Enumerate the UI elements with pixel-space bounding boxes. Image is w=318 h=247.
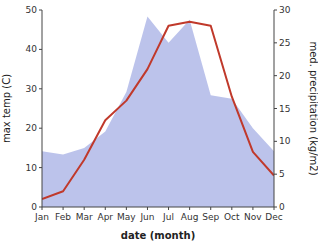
x-tick xyxy=(105,207,106,210)
y2-tick xyxy=(274,42,277,43)
y2-tick-label: 0 xyxy=(279,202,285,212)
x-tick xyxy=(84,207,85,210)
x-tick-label: Jun xyxy=(139,212,154,222)
x-tick-label: Sep xyxy=(202,212,219,222)
x-tick-label: Nov xyxy=(244,212,262,222)
x-tick xyxy=(147,207,148,210)
y-tick xyxy=(39,10,42,11)
y2-tick xyxy=(274,108,277,109)
x-tick xyxy=(126,207,127,210)
y-tick-label: 10 xyxy=(26,163,38,173)
x-tick-label: Dec xyxy=(265,212,282,222)
y2-tick xyxy=(274,141,277,142)
y-tick xyxy=(39,49,42,50)
y2-tick xyxy=(274,174,277,175)
y2-tick-label: 5 xyxy=(279,169,285,179)
y2-tick-label: 20 xyxy=(279,71,291,81)
precipitation-area xyxy=(42,17,274,207)
y-tick-label: 50 xyxy=(26,5,38,15)
y2-tick xyxy=(274,207,277,208)
y2-tick-label: 30 xyxy=(279,5,291,15)
y2-tick-label: 10 xyxy=(279,136,291,146)
y-tick-label: 20 xyxy=(26,123,38,133)
x-tick xyxy=(63,207,64,210)
y-tick-label: 0 xyxy=(31,202,37,212)
y-tick-label: 30 xyxy=(26,84,38,94)
y-axis-line xyxy=(42,10,43,207)
temperature-line xyxy=(42,22,274,199)
chart-container: JanFebMarAprMayJunJulAugSepOctNovDec0102… xyxy=(0,0,318,247)
x-tick-label: Jul xyxy=(162,212,174,222)
x-tick xyxy=(210,207,211,210)
x-tick-label: Apr xyxy=(97,212,113,222)
x-tick-label: Jan xyxy=(34,212,49,222)
y2-tick-label: 25 xyxy=(279,38,290,48)
x-tick xyxy=(252,207,253,210)
y2-tick xyxy=(274,10,277,11)
y2-tick xyxy=(274,75,277,76)
chart-svg: JanFebMarAprMayJunJulAugSepOctNovDec0102… xyxy=(0,0,318,247)
x-tick-label: Mar xyxy=(76,212,93,222)
x-tick-label: May xyxy=(117,212,136,222)
y2-axis-label: med. precipitation (kg/m2) xyxy=(308,41,318,175)
y-tick-label: 40 xyxy=(26,44,38,54)
x-axis-label: date (month) xyxy=(121,230,195,241)
x-tick-label: Feb xyxy=(55,212,71,222)
x-tick xyxy=(189,207,190,210)
x-axis-line xyxy=(42,207,274,208)
y2-tick-label: 15 xyxy=(279,104,290,114)
y-tick xyxy=(39,88,42,89)
x-tick-label: Oct xyxy=(224,212,240,222)
y-tick xyxy=(39,207,42,208)
plot-area xyxy=(42,17,274,207)
x-tick xyxy=(231,207,232,210)
x-tick-label: Aug xyxy=(181,212,199,222)
y-tick xyxy=(39,167,42,168)
x-tick xyxy=(168,207,169,210)
y-tick xyxy=(39,128,42,129)
y-axis-label: max temp (C) xyxy=(1,74,12,143)
